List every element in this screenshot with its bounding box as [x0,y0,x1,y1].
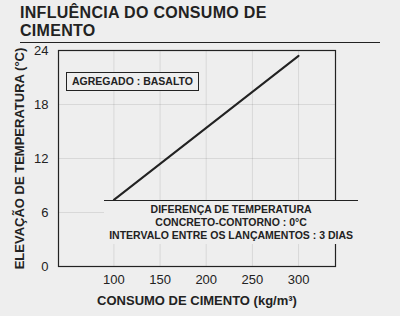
svg-text:6: 6 [41,205,48,220]
svg-text:200: 200 [195,272,217,287]
svg-text:0: 0 [41,259,48,274]
svg-text:CONSUMO DE CIMENTO (kg/m³): CONSUMO DE CIMENTO (kg/m³) [97,293,297,308]
svg-text:24: 24 [34,43,48,58]
svg-text:12: 12 [34,151,48,166]
svg-text:ELEVAÇÃO DE TEMPERATURA (°C): ELEVAÇÃO DE TEMPERATURA (°C) [12,48,27,270]
html-text:DIFERENÇA DE TEMPERATURA: DIFERENÇA DE TEMPERATURA [150,203,312,215]
html-text:INFLUÊNCIA DO CONSUMO DE CIMEN: INFLUÊNCIA DO CONSUMO DE CIMENTO [20,4,267,39]
svg-text:18: 18 [34,97,48,112]
svg-text:150: 150 [149,272,171,287]
html-text:CONCRETO-CONTORNO : 0°C: CONCRETO-CONTORNO : 0°C [155,216,307,228]
svg-text:250: 250 [242,272,264,287]
html-text:AGREGADO : BASALTO: AGREGADO : BASALTO [72,75,193,87]
html-text:INTERVALO ENTRE OS LANÇAMENTOS: INTERVALO ENTRE OS LANÇAMENTOS : 3 DIAS [109,229,353,241]
svg-text:300: 300 [288,272,310,287]
svg-text:100: 100 [103,272,125,287]
